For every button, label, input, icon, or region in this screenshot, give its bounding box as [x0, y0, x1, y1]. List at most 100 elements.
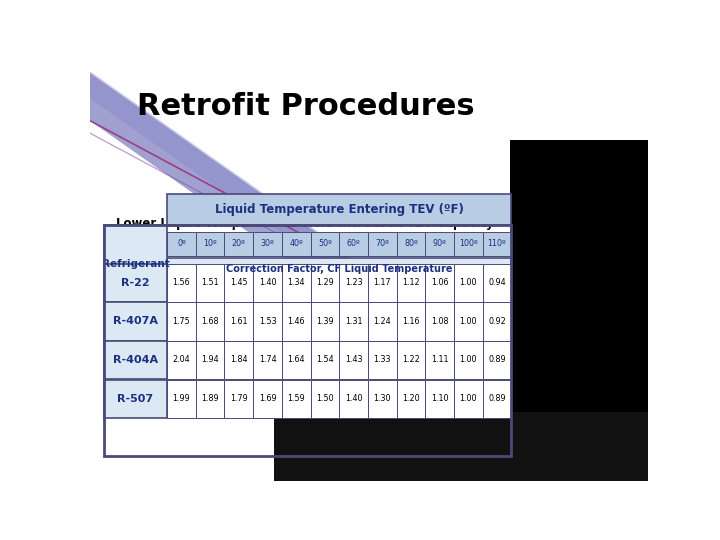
Bar	[339, 302, 368, 341]
Text: R-22: R-22	[121, 278, 150, 288]
Text: 10º: 10º	[203, 239, 217, 248]
Text: 110º: 110º	[487, 239, 506, 248]
Text: 2.04: 2.04	[173, 355, 190, 364]
Text: R-407A: R-407A	[113, 316, 158, 327]
Bar	[196, 232, 225, 256]
Text: 80º: 80º	[404, 239, 418, 248]
Text: 1.74: 1.74	[258, 355, 276, 364]
Bar	[104, 341, 167, 379]
Text: R-507: R-507	[117, 394, 153, 404]
Bar	[104, 264, 167, 302]
Bar	[310, 341, 339, 379]
Text: Retrofit Procedures: Retrofit Procedures	[138, 92, 475, 121]
Text: 60º: 60º	[346, 239, 361, 248]
Bar	[104, 225, 167, 302]
Bar	[368, 302, 397, 341]
Text: 1.43: 1.43	[345, 355, 362, 364]
Bar	[454, 341, 482, 379]
Bar	[167, 380, 196, 418]
Bar	[282, 341, 310, 379]
Text: 1.54: 1.54	[316, 355, 333, 364]
Text: 0.89: 0.89	[488, 394, 505, 403]
Text: 1.75: 1.75	[173, 317, 190, 326]
Bar	[253, 264, 282, 302]
Text: 1.10: 1.10	[431, 394, 449, 403]
Bar	[482, 232, 511, 256]
Text: 30º: 30º	[261, 239, 274, 248]
Text: 1.31: 1.31	[345, 317, 362, 326]
Text: 1.46: 1.46	[287, 317, 305, 326]
Bar	[167, 232, 196, 256]
Text: 0º: 0º	[177, 239, 186, 248]
Bar	[454, 302, 482, 341]
Bar	[426, 264, 454, 302]
Bar	[104, 302, 167, 341]
Bar	[482, 341, 511, 379]
Bar	[274, 412, 648, 481]
Bar	[225, 302, 253, 341]
Bar	[196, 264, 225, 302]
Bar	[426, 380, 454, 418]
Text: 1.00: 1.00	[459, 394, 477, 403]
Bar	[426, 232, 454, 256]
Text: Refrigerant: Refrigerant	[102, 259, 169, 268]
Text: 1.40: 1.40	[345, 394, 362, 403]
Bar	[167, 194, 511, 225]
Bar	[104, 380, 167, 418]
Text: 1.40: 1.40	[258, 279, 276, 287]
Bar	[397, 302, 426, 341]
Text: 1.64: 1.64	[287, 355, 305, 364]
Text: Correction Factor, CF Liquid Temperature: Correction Factor, CF Liquid Temperature	[226, 264, 452, 274]
Bar	[310, 302, 339, 341]
Text: 1.17: 1.17	[374, 279, 391, 287]
Text: 1.56: 1.56	[173, 279, 190, 287]
Text: 1.61: 1.61	[230, 317, 248, 326]
Bar	[339, 264, 368, 302]
Bar	[426, 302, 454, 341]
Text: Liquid Temperature Entering TEV (ºF): Liquid Temperature Entering TEV (ºF)	[215, 203, 464, 216]
Text: 90º: 90º	[433, 239, 446, 248]
Bar	[310, 264, 339, 302]
Bar	[167, 264, 196, 302]
Text: 1.20: 1.20	[402, 394, 420, 403]
Text: 1.39: 1.39	[316, 317, 333, 326]
Text: 1.16: 1.16	[402, 317, 420, 326]
Bar	[253, 302, 282, 341]
Bar	[282, 264, 310, 302]
Bar	[397, 341, 426, 379]
Text: 50º: 50º	[318, 239, 332, 248]
Bar	[167, 341, 196, 379]
Text: 1.94: 1.94	[202, 355, 219, 364]
Text: 40º: 40º	[289, 239, 303, 248]
Text: 1.23: 1.23	[345, 279, 362, 287]
Text: 1.00: 1.00	[459, 317, 477, 326]
Text: 0.89: 0.89	[488, 355, 505, 364]
Text: 1.34: 1.34	[287, 279, 305, 287]
Bar	[310, 380, 339, 418]
Text: 1.08: 1.08	[431, 317, 449, 326]
Text: 1.89: 1.89	[202, 394, 219, 403]
Bar	[454, 264, 482, 302]
Bar	[454, 232, 482, 256]
Bar	[225, 380, 253, 418]
Text: 1.00: 1.00	[459, 279, 477, 287]
Text: 1.84: 1.84	[230, 355, 248, 364]
Text: 1.33: 1.33	[374, 355, 391, 364]
Bar	[253, 341, 282, 379]
Bar	[397, 232, 426, 256]
Bar	[167, 258, 511, 280]
Text: 1.68: 1.68	[202, 317, 219, 326]
Bar	[510, 140, 648, 412]
Bar	[368, 232, 397, 256]
Text: 1.69: 1.69	[258, 394, 276, 403]
Bar	[368, 380, 397, 418]
Text: 1.51: 1.51	[202, 279, 219, 287]
Bar	[397, 380, 426, 418]
Bar	[253, 380, 282, 418]
Text: 1.06: 1.06	[431, 279, 449, 287]
Bar	[339, 341, 368, 379]
Text: 20º: 20º	[232, 239, 246, 248]
Bar	[104, 225, 511, 456]
Text: R-404A: R-404A	[113, 355, 158, 365]
Bar	[339, 380, 368, 418]
